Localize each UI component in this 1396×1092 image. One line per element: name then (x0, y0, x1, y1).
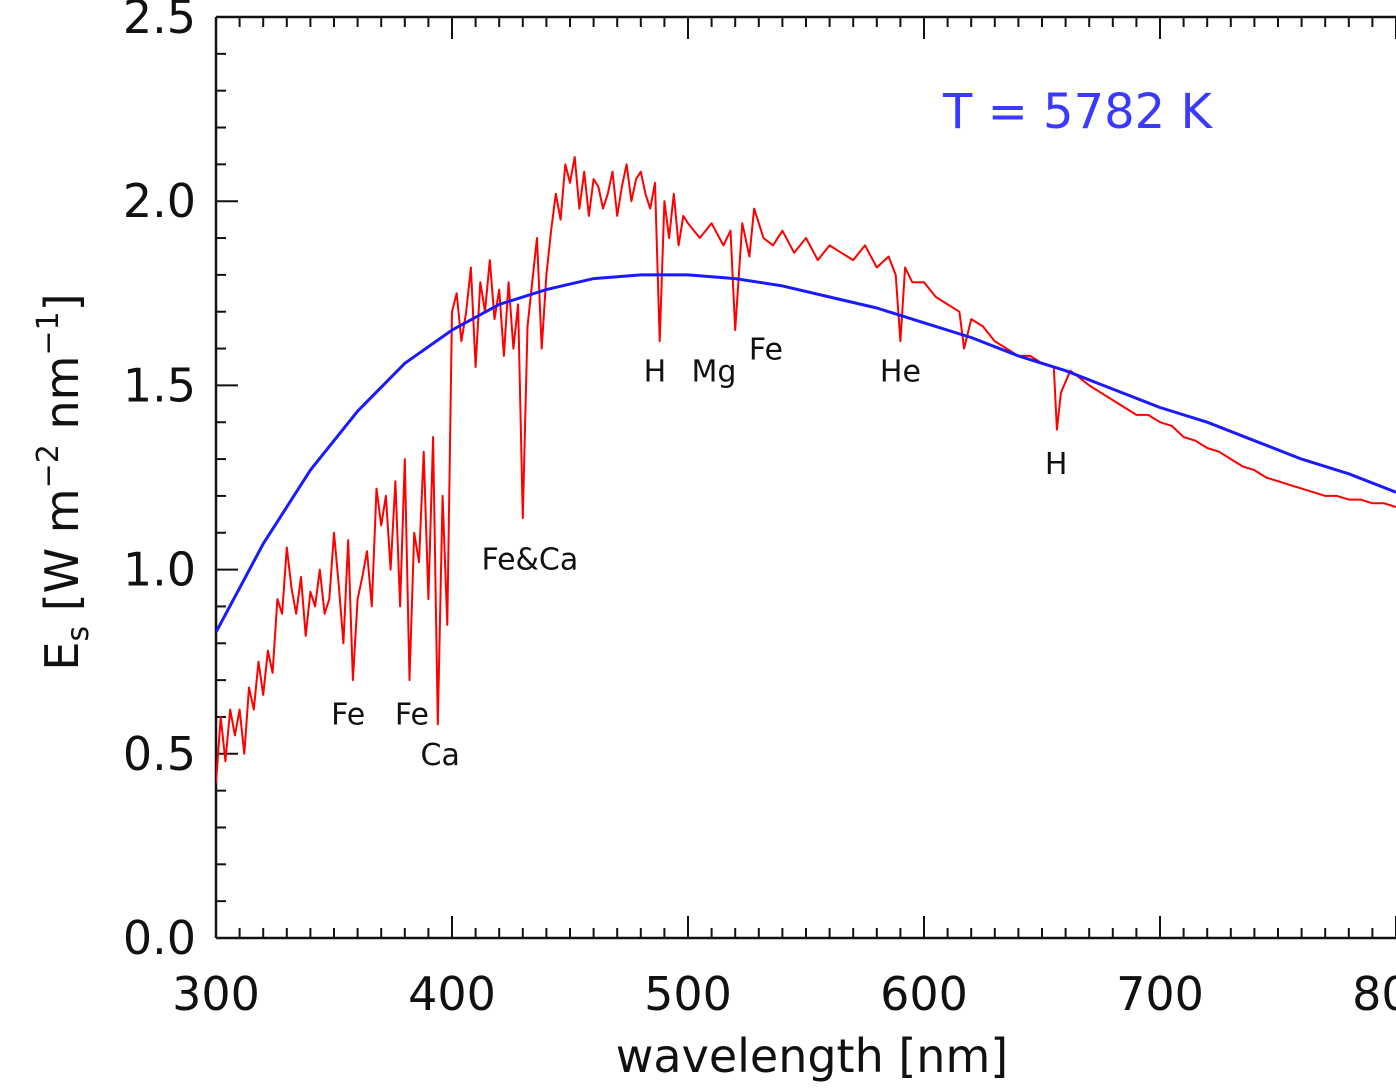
line-annotation: H (1045, 447, 1068, 482)
x-tick-label: 600 (880, 967, 968, 1021)
y-tick-label: 0.5 (123, 727, 196, 781)
y-tick-label: 0.0 (123, 911, 196, 965)
y-tick-label: 1.5 (123, 358, 196, 412)
y-tick-label: 2.0 (123, 174, 196, 228)
spectrum-line (216, 156, 1396, 784)
x-tick-label: 500 (644, 967, 732, 1021)
y-tick-label: 2.5 (123, 0, 196, 44)
y-axis-title-sub: s (61, 626, 96, 642)
x-tick-label: 300 (172, 967, 260, 1021)
line-annotation: Fe (395, 697, 429, 732)
tick-labels: 300 400 500 600 700 800 0.0 0.5 1.0 1.5 2.0 2.5 (123, 0, 1396, 1021)
line-annotation: He (880, 355, 921, 390)
line-annotation: Fe (749, 333, 783, 368)
x-axis-title: wavelength [nm] (616, 1029, 1008, 1083)
y-axis-title-mid: nm (35, 356, 89, 445)
line-annotation: Fe (331, 697, 365, 732)
y-axis-title-open: [W m (35, 488, 89, 625)
y-tick-label: 1.0 (123, 543, 196, 597)
series-lines (216, 156, 1396, 784)
y-axis-title-close: ] (35, 293, 89, 311)
legend-label: T = 5782 K (942, 84, 1213, 140)
y-axis-title-exp2: −1 (31, 311, 66, 355)
line-annotation: Fe&Ca (481, 543, 578, 578)
x-tick-label: 700 (1116, 967, 1204, 1021)
line-annotation: H (644, 355, 667, 390)
line-annotation: Ca (421, 738, 460, 773)
x-tick-label: 800 (1352, 967, 1396, 1021)
line-annotations: Fe Fe Ca Fe&Ca H Mg Fe He H (331, 333, 1067, 773)
y-axis-title: Es [W m−2 nm−1] (31, 293, 96, 670)
line-annotation: Mg (691, 355, 736, 390)
x-tick-label: 400 (408, 967, 496, 1021)
y-axis-title-e: E (35, 642, 89, 671)
plot-frame (214, 15, 1396, 940)
y-axis-title-exp1: −2 (31, 444, 66, 488)
axis-ticks (215, 16, 1396, 939)
blackbody-line (216, 273, 1396, 633)
